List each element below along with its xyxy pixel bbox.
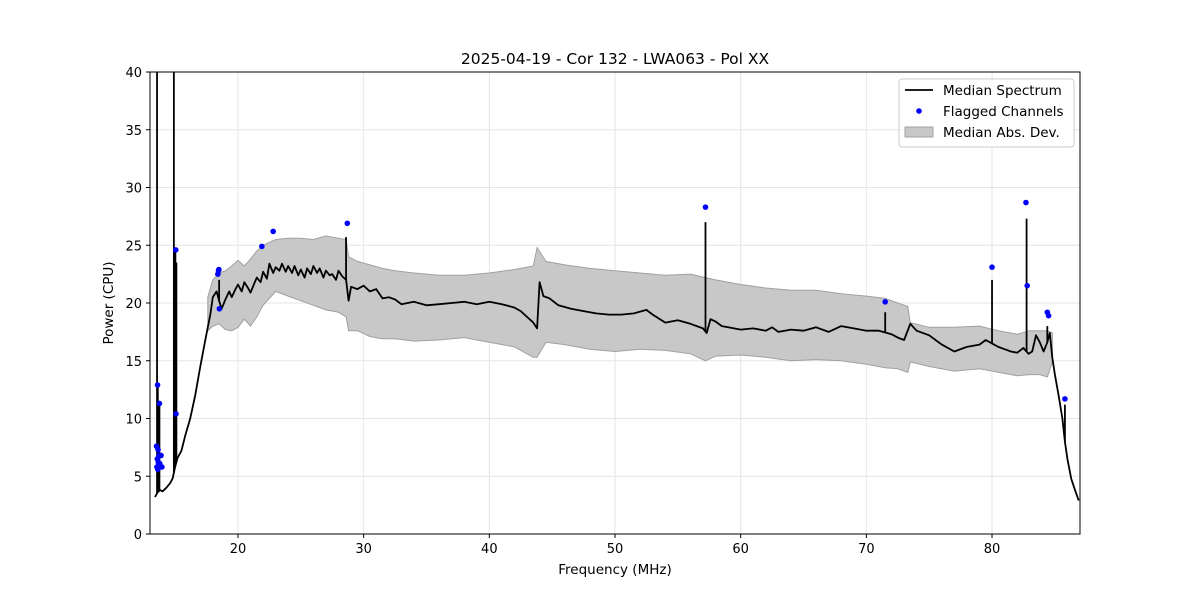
flagged-channel-point: [156, 400, 163, 407]
x-tick-label: 20: [230, 542, 247, 557]
x-tick-label: 60: [732, 542, 749, 557]
legend: Median Spectrum Flagged Channels Median …: [898, 78, 1075, 148]
y-axis-label: Power (CPU): [101, 261, 117, 344]
y-tick-label: 5: [134, 470, 142, 485]
x-tick-label: 40: [481, 542, 498, 557]
legend-label-flagged: Flagged Channels: [943, 104, 1064, 120]
y-tick-label: 40: [125, 66, 142, 81]
legend-label-median: Median Spectrum: [943, 83, 1062, 99]
flagged-channel-point: [1024, 282, 1031, 289]
x-axis: 20 30 40 50 60 70 80: [230, 534, 1001, 557]
legend-dot-swatch: [916, 108, 922, 114]
plot-area: [154, 72, 1080, 501]
y-tick-label: 35: [125, 124, 142, 139]
flagged-channel-point: [172, 247, 179, 253]
median-spectrum-line: [154, 262, 1080, 501]
y-tick-label: 10: [125, 413, 142, 428]
x-tick-label: 80: [984, 542, 1001, 557]
legend-band-swatch: [904, 126, 934, 138]
flagged-channel-point: [1023, 199, 1029, 206]
legend-box: [898, 78, 1075, 148]
y-tick-label: 0: [134, 528, 142, 543]
y-tick-label: 20: [125, 297, 142, 312]
flagged-channel-point: [989, 264, 995, 270]
y-tick-label: 30: [125, 182, 142, 197]
chart-title: 2025-04-19 - Cor 132 - LWA063 - Pol XX: [461, 50, 770, 68]
flagged-channel-point: [158, 452, 164, 459]
flagged-channel-point: [154, 382, 161, 388]
y-tick-label: 15: [125, 355, 142, 370]
flagged-channel-point: [216, 305, 223, 312]
flagged-channel-point: [173, 411, 179, 417]
flagged-markers: [153, 199, 1068, 473]
flagged-channel-point: [1045, 312, 1052, 319]
flagged-channel-point: [216, 266, 222, 273]
flagged-channel-point: [1062, 396, 1068, 402]
x-tick-label: 50: [607, 542, 624, 557]
y-tick-label: 25: [125, 239, 142, 254]
x-axis-label: Frequency (MHz): [558, 562, 671, 578]
flagged-channel-point: [882, 299, 889, 305]
flagged-channel-point: [344, 220, 351, 227]
flagged-channel-point: [155, 446, 161, 453]
flagged-channel-point: [259, 243, 265, 250]
flagged-channel-point: [270, 228, 276, 235]
flagged-channel-point: [702, 204, 709, 210]
x-tick-label: 30: [355, 542, 372, 557]
legend-label-mad: Median Abs. Dev.: [943, 125, 1060, 141]
y-axis: 0 5 10 15 20 25 30 35 40: [125, 66, 150, 543]
x-tick-label: 70: [858, 542, 875, 557]
flagged-channel-point: [159, 464, 165, 470]
